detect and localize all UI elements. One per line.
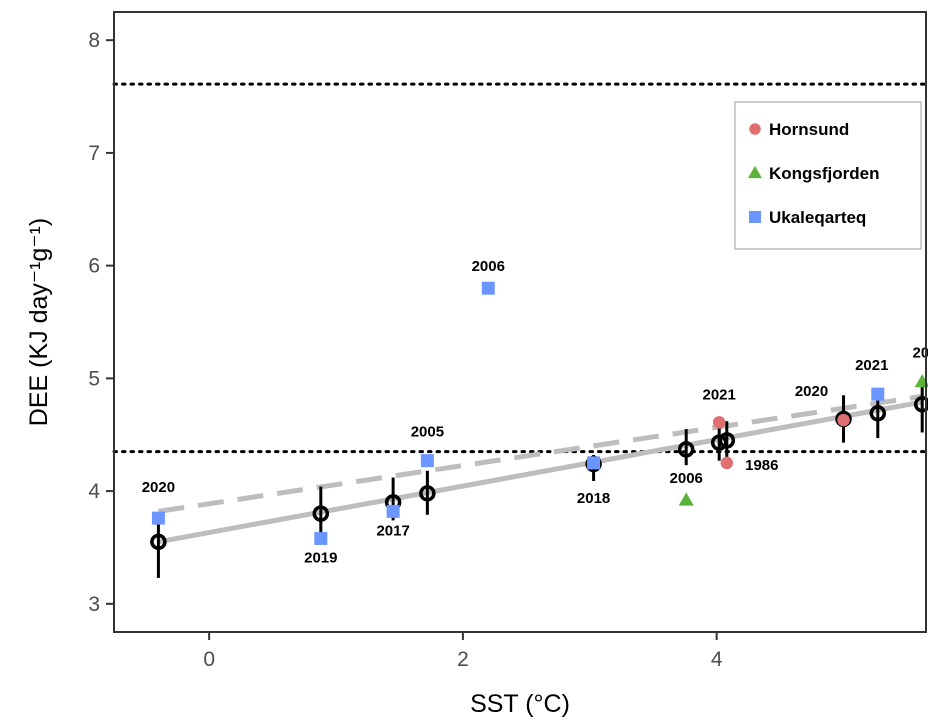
point-label: 2006 (670, 470, 703, 487)
model-estimate-point (913, 396, 928, 413)
point-label: 1986 (745, 457, 778, 474)
legend: Hornsund Kongsfjorden Ukaleqarteq (734, 101, 922, 250)
kongsfjorden-point (678, 492, 694, 506)
legend-kongsfjorden-key (748, 165, 762, 179)
y-tick-label: 8 (88, 29, 100, 52)
legend-ukaleqarteq-key (749, 211, 761, 223)
point-label: 2007 (913, 345, 928, 362)
point-label: 2017 (376, 522, 409, 539)
model-estimate-point (150, 533, 167, 551)
ukaleqarteq-point (871, 387, 885, 401)
y-tick-label: 5 (88, 367, 100, 390)
x-tick-label: 4 (711, 648, 723, 671)
point-label: 2020 (795, 383, 828, 400)
y-tick-label: 6 (88, 255, 100, 278)
fit-line-solid (157, 399, 923, 545)
x-axis-title: SST (°C) (470, 690, 570, 718)
kongsfjorden-point (914, 374, 928, 388)
hornsund-point (720, 456, 734, 470)
legend-hornsund-key (749, 123, 761, 135)
point-label: 2005 (411, 424, 444, 441)
point-label: 2018 (577, 490, 610, 507)
plot-panel (113, 11, 927, 633)
point-label: 2006 (472, 258, 505, 275)
ukaleqarteq-point (420, 454, 434, 468)
legend-label: Hornsund (769, 120, 849, 139)
legend-box (734, 101, 922, 250)
point-label: 2021 (855, 357, 888, 374)
legend-label: Kongsfjorden (769, 164, 880, 183)
point-label: 2021 (703, 386, 736, 403)
y-tick-label: 4 (88, 480, 100, 503)
model-estimate-point (677, 441, 695, 458)
fit-lines (157, 393, 923, 545)
data-points (151, 281, 928, 545)
point-label: 2020 (142, 479, 175, 496)
model-estimate-point (869, 405, 887, 422)
axes: 3 4 5 6 7 8 0 2 4 SST (°C) DEE (KJ day⁻¹g⁻¹) (25, 11, 927, 718)
fit-line-dashed (158, 393, 923, 514)
legend-label: Ukaleqarteq (769, 208, 866, 227)
ukaleqarteq-point (481, 281, 495, 295)
point-label: 2019 (304, 549, 337, 566)
reference-lines (112, 82, 928, 454)
ukaleqarteq-point (151, 511, 165, 525)
x-tick-label: 2 (457, 648, 469, 671)
model-estimate-point (312, 505, 330, 522)
model-estimates (150, 379, 928, 578)
y-tick-label: 7 (88, 142, 100, 165)
model-estimate-point (718, 432, 736, 449)
point-labels: 2021 1986 2020 2006 2007 2020 2019 2017 2005 2006… (142, 258, 928, 566)
y-tick-label: 3 (88, 593, 100, 616)
hornsund-point (837, 413, 850, 427)
ukaleqarteq-point (386, 504, 400, 518)
x-tick-label: 0 (203, 648, 215, 671)
y-axis-title: DEE (KJ day⁻¹g⁻¹) (25, 218, 53, 426)
hornsund-point (712, 416, 726, 429)
ukaleqarteq-point (314, 531, 328, 545)
ukaleqarteq-point (587, 456, 601, 470)
model-estimate-point (419, 485, 436, 502)
